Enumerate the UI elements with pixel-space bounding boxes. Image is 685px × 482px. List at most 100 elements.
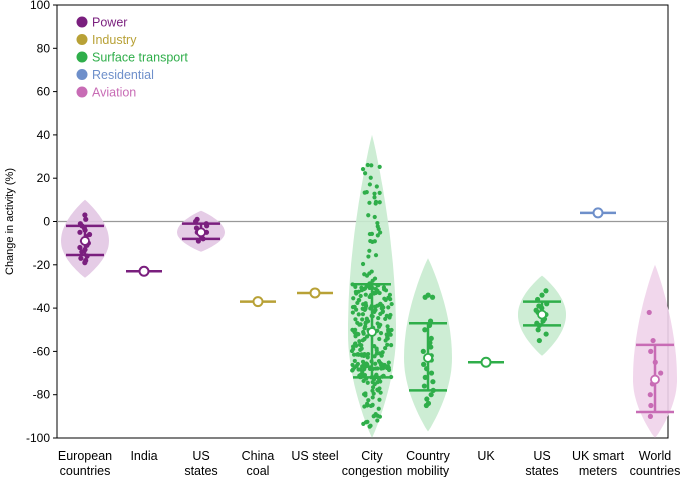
data-point (423, 402, 429, 409)
data-point (422, 294, 428, 300)
x-tick-label: meters (579, 464, 617, 477)
data-point (375, 380, 380, 385)
data-point (421, 383, 427, 389)
data-point (361, 329, 366, 335)
data-point (371, 414, 376, 419)
x-tick-label: countries (60, 464, 111, 477)
value-marker (138, 265, 150, 277)
data-point (360, 261, 366, 267)
data-point (351, 296, 356, 301)
data-point (383, 345, 388, 351)
y-axis-label: Change in activity (%) (4, 168, 16, 275)
data-point (535, 327, 541, 333)
data-point (79, 249, 85, 255)
data-point (367, 248, 372, 253)
x-tick-label: India (130, 449, 157, 463)
data-point (363, 304, 369, 309)
data-point (386, 360, 391, 365)
data-point (543, 288, 549, 294)
y-tick-label: -80 (33, 388, 51, 402)
category-7 (468, 356, 504, 368)
data-point (358, 347, 363, 352)
legend-label: Surface transport (92, 51, 188, 65)
legend-swatch (76, 16, 88, 28)
data-point (375, 387, 380, 392)
data-point (372, 214, 377, 220)
data-point (370, 380, 375, 385)
data-point (420, 348, 426, 354)
data-point (647, 392, 653, 398)
data-point (355, 352, 361, 357)
data-point (369, 163, 374, 168)
legend-swatch (76, 86, 88, 98)
data-point (377, 190, 382, 195)
data-point (424, 396, 430, 402)
data-point (377, 336, 382, 342)
data-point (658, 370, 664, 376)
data-point (361, 421, 366, 427)
data-point (375, 233, 380, 238)
data-point (377, 351, 382, 356)
data-point (370, 239, 375, 244)
data-point (389, 301, 394, 307)
data-point (369, 269, 374, 274)
data-point (373, 361, 378, 366)
value-marker (480, 356, 492, 368)
data-point (382, 296, 387, 301)
data-point (387, 315, 392, 320)
median-marker (537, 309, 547, 320)
data-point (428, 335, 434, 342)
data-point (385, 342, 390, 347)
data-point (352, 365, 357, 370)
legend-label: Residential (92, 68, 154, 82)
data-point (422, 374, 428, 380)
value-marker (309, 287, 321, 299)
data-point (371, 391, 376, 396)
data-point (385, 335, 390, 340)
data-point (350, 310, 355, 315)
data-point (353, 341, 358, 346)
data-point (370, 402, 375, 407)
data-point (648, 348, 654, 354)
data-point (363, 321, 368, 326)
legend-swatch (76, 34, 88, 45)
data-point (363, 292, 368, 297)
data-point (357, 322, 362, 327)
data-point (386, 365, 391, 370)
data-point (536, 337, 542, 344)
data-point (357, 342, 362, 347)
data-point (77, 229, 83, 235)
x-tick-label: UK smart (572, 449, 625, 463)
data-point (372, 309, 377, 314)
median-marker (423, 352, 433, 363)
data-point (82, 212, 88, 218)
data-point (353, 317, 358, 322)
data-point (356, 331, 361, 337)
data-point (365, 380, 370, 385)
data-point (386, 327, 391, 332)
data-point (380, 309, 385, 314)
y-tick-label: 0 (43, 215, 50, 229)
data-point (378, 330, 384, 336)
data-point (350, 305, 356, 310)
data-point (383, 316, 388, 321)
y-tick-label: 40 (37, 128, 51, 142)
data-point (370, 395, 375, 400)
data-point (365, 354, 370, 359)
data-point (372, 276, 378, 281)
data-point (650, 337, 656, 344)
median-marker (650, 374, 660, 385)
data-point (375, 220, 380, 226)
data-point (365, 162, 370, 168)
data-point (386, 305, 391, 310)
data-point (364, 334, 370, 339)
data-point (82, 260, 88, 266)
data-point (646, 309, 652, 316)
data-point (366, 213, 371, 218)
x-tick-label: states (525, 464, 558, 477)
data-point (385, 324, 390, 329)
data-point (83, 216, 89, 222)
x-tick-label: UK (477, 449, 495, 463)
data-point (377, 164, 382, 169)
